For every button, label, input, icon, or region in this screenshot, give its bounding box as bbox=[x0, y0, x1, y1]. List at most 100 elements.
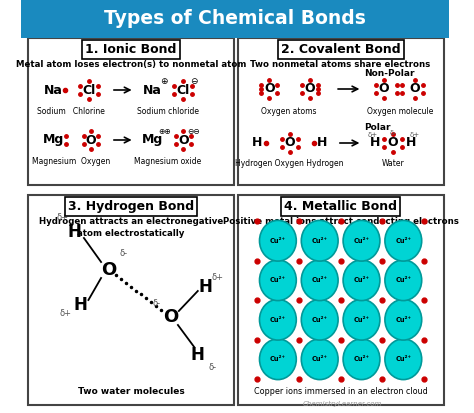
Bar bbox=[28, 38, 234, 185]
Circle shape bbox=[259, 260, 296, 301]
Text: Cu²⁺: Cu²⁺ bbox=[354, 238, 370, 244]
Text: Two water molecules: Two water molecules bbox=[78, 387, 184, 396]
Circle shape bbox=[301, 339, 338, 380]
Text: δ+: δ+ bbox=[212, 273, 224, 282]
Text: Cu²⁺: Cu²⁺ bbox=[395, 238, 411, 244]
Circle shape bbox=[301, 221, 338, 261]
Text: Cu²⁺: Cu²⁺ bbox=[354, 277, 370, 283]
Bar bbox=[293, 81, 306, 97]
Circle shape bbox=[385, 221, 422, 261]
Text: Oxygen molecule: Oxygen molecule bbox=[367, 107, 433, 116]
Text: Positive metal ions attract conducting electrons: Positive metal ions attract conducting e… bbox=[223, 217, 458, 226]
Text: δ+: δ+ bbox=[56, 214, 68, 223]
Circle shape bbox=[343, 260, 380, 301]
Circle shape bbox=[343, 221, 380, 261]
Text: Cu²⁺: Cu²⁺ bbox=[270, 277, 286, 283]
Circle shape bbox=[301, 260, 338, 301]
Text: Cu²⁺: Cu²⁺ bbox=[312, 277, 328, 283]
Text: Magnesium oxide: Magnesium oxide bbox=[134, 157, 201, 166]
Bar bbox=[237, 195, 444, 405]
Text: Cu²⁺: Cu²⁺ bbox=[354, 356, 370, 362]
Text: H: H bbox=[198, 278, 212, 296]
Text: O: O bbox=[305, 83, 315, 95]
Text: H: H bbox=[370, 137, 380, 150]
Text: Oxygen atoms: Oxygen atoms bbox=[261, 107, 317, 116]
Text: δ+: δ+ bbox=[368, 132, 378, 138]
Text: O: O bbox=[388, 137, 398, 150]
Text: ⊖⊖: ⊖⊖ bbox=[187, 126, 200, 135]
Text: Cu²⁺: Cu²⁺ bbox=[270, 317, 286, 323]
Circle shape bbox=[259, 339, 296, 380]
Text: Polar: Polar bbox=[365, 123, 391, 131]
Text: Hydrogen attracts an electronegative
atom electrostatically: Hydrogen attracts an electronegative ato… bbox=[39, 217, 223, 238]
Text: 2. Covalent Bond: 2. Covalent Bond bbox=[281, 43, 401, 56]
Bar bbox=[392, 81, 407, 97]
Text: Cu²⁺: Cu²⁺ bbox=[395, 356, 411, 362]
Text: Cu²⁺: Cu²⁺ bbox=[270, 356, 286, 362]
Text: Cu²⁺: Cu²⁺ bbox=[395, 277, 411, 283]
Bar bbox=[379, 135, 390, 151]
Text: H: H bbox=[252, 137, 263, 150]
Bar bbox=[273, 81, 285, 97]
Bar bbox=[21, 0, 449, 38]
Text: O: O bbox=[178, 133, 189, 147]
Bar bbox=[394, 135, 406, 151]
Text: Mg: Mg bbox=[43, 133, 64, 147]
Text: Cl: Cl bbox=[82, 83, 96, 97]
Text: δ+: δ+ bbox=[410, 132, 420, 138]
Text: Mg: Mg bbox=[142, 133, 163, 147]
Circle shape bbox=[385, 299, 422, 340]
Text: Water: Water bbox=[382, 159, 404, 168]
Text: O: O bbox=[86, 133, 96, 147]
Text: Cu²⁺: Cu²⁺ bbox=[395, 317, 411, 323]
Bar bbox=[237, 38, 444, 185]
Text: Na: Na bbox=[44, 83, 63, 97]
Text: O: O bbox=[379, 83, 389, 95]
Bar bbox=[28, 195, 234, 405]
Text: δ-: δ- bbox=[119, 249, 128, 259]
Text: Metal atom loses electron(s) to nonmetal atom: Metal atom loses electron(s) to nonmetal… bbox=[16, 60, 246, 69]
Text: O: O bbox=[285, 137, 295, 150]
Text: Cu²⁺: Cu²⁺ bbox=[312, 356, 328, 362]
Text: δ-: δ- bbox=[390, 130, 396, 136]
Text: H: H bbox=[191, 346, 205, 364]
Text: Cl: Cl bbox=[177, 83, 190, 97]
Text: O: O bbox=[101, 261, 117, 279]
Text: Two nonmetal atoms share electrons: Two nonmetal atoms share electrons bbox=[250, 60, 431, 69]
Text: Cu²⁺: Cu²⁺ bbox=[270, 238, 286, 244]
Text: Hydrogen Oxygen Hydrogen: Hydrogen Oxygen Hydrogen bbox=[235, 159, 343, 168]
Text: Types of Chemical Bonds: Types of Chemical Bonds bbox=[104, 9, 366, 28]
Text: Cu²⁺: Cu²⁺ bbox=[312, 317, 328, 323]
Text: Sodium chloride: Sodium chloride bbox=[137, 107, 199, 116]
Circle shape bbox=[259, 299, 296, 340]
Text: H: H bbox=[406, 137, 416, 150]
Text: O: O bbox=[410, 83, 420, 95]
Circle shape bbox=[301, 299, 338, 340]
Text: Magnesium  Oxygen: Magnesium Oxygen bbox=[32, 157, 110, 166]
Circle shape bbox=[385, 339, 422, 380]
Text: δ+: δ+ bbox=[60, 309, 72, 318]
Text: Cu²⁺: Cu²⁺ bbox=[312, 238, 328, 244]
Text: Cu²⁺: Cu²⁺ bbox=[354, 317, 370, 323]
Text: Sodium   Chlorine: Sodium Chlorine bbox=[37, 107, 105, 116]
Text: ⊕⊕: ⊕⊕ bbox=[158, 126, 171, 135]
Text: Na: Na bbox=[143, 83, 162, 97]
Text: Non-Polar: Non-Polar bbox=[364, 69, 415, 78]
Text: H: H bbox=[317, 137, 328, 150]
Text: O: O bbox=[163, 308, 178, 326]
Text: δ-: δ- bbox=[152, 299, 160, 308]
Text: ChemistryLearner.com: ChemistryLearner.com bbox=[302, 401, 382, 407]
Circle shape bbox=[259, 221, 296, 261]
Text: ⊖: ⊖ bbox=[191, 78, 198, 86]
Text: ⊕: ⊕ bbox=[160, 78, 167, 86]
Text: 1. Ionic Bond: 1. Ionic Bond bbox=[85, 43, 177, 56]
Text: δ-: δ- bbox=[208, 363, 216, 372]
Text: Copper ions immersed in an electron cloud: Copper ions immersed in an electron clou… bbox=[254, 387, 428, 396]
Circle shape bbox=[343, 339, 380, 380]
Text: O: O bbox=[264, 83, 274, 95]
Text: 3. Hydrogen Bond: 3. Hydrogen Bond bbox=[68, 200, 194, 213]
Text: H: H bbox=[73, 296, 87, 314]
Text: H: H bbox=[68, 223, 82, 241]
Text: 4. Metallic Bond: 4. Metallic Bond bbox=[284, 200, 397, 213]
Circle shape bbox=[385, 260, 422, 301]
